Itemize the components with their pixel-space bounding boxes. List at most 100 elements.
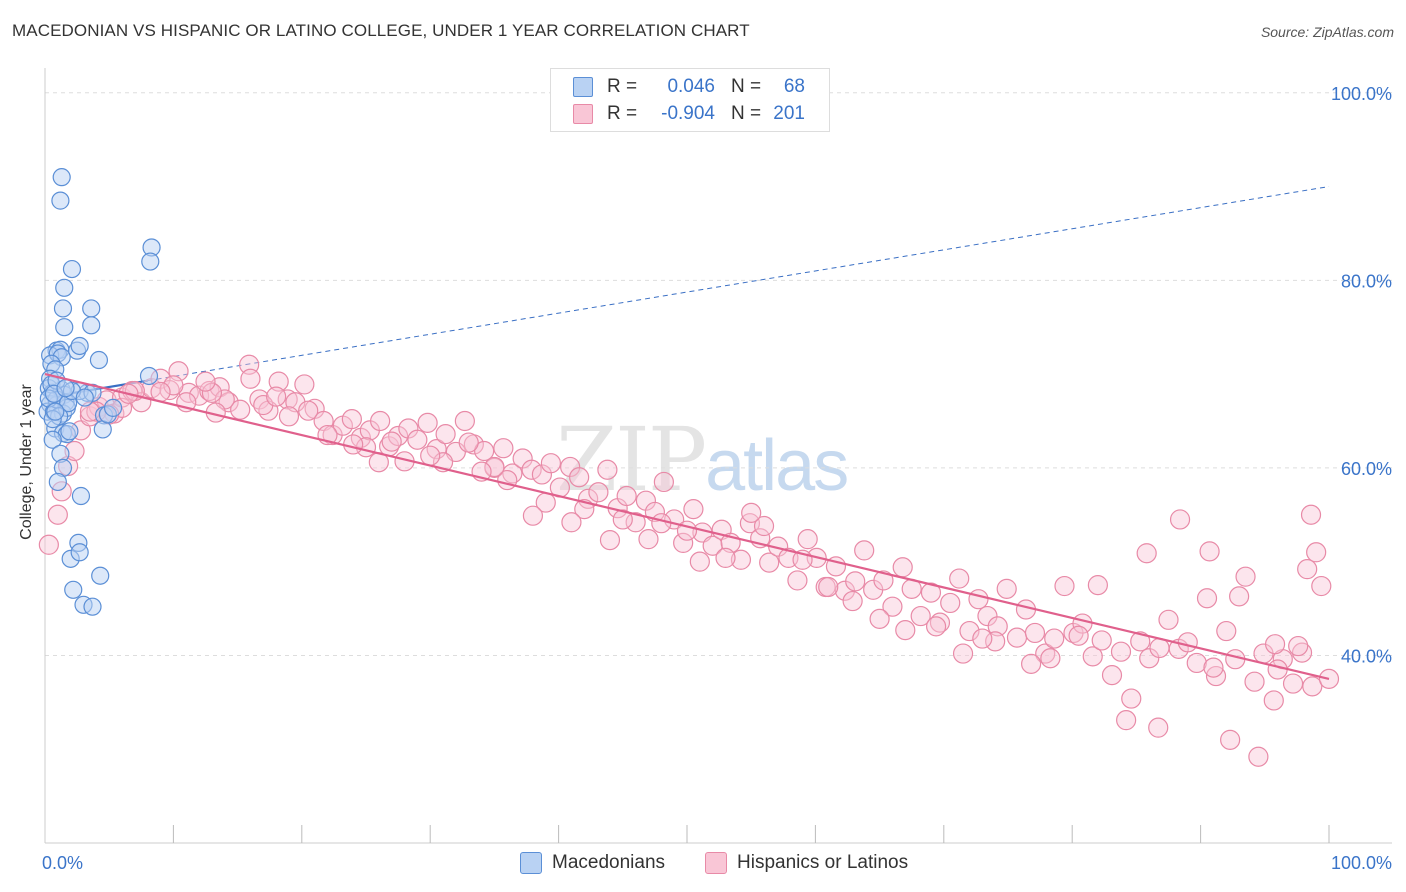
data-point-hispanic <box>1288 635 1309 657</box>
data-point-hispanic <box>625 512 646 533</box>
data-point-hispanic <box>1306 542 1327 563</box>
data-point-hispanic <box>435 424 456 445</box>
data-point-hispanic <box>818 576 839 598</box>
data-point-hispanic <box>1199 541 1220 562</box>
data-point-macedonian <box>70 543 89 562</box>
data-point-hispanic <box>1235 566 1256 587</box>
data-point-hispanic <box>458 432 479 453</box>
trend-line <box>44 373 1330 680</box>
y-tick-label: 60.0% <box>1341 459 1392 479</box>
data-point-macedonian <box>64 580 83 599</box>
legend-n-value: 68 <box>783 76 805 97</box>
data-point-hispanic <box>968 589 989 610</box>
data-point-hispanic <box>1087 575 1108 596</box>
data-point-macedonian <box>141 252 160 271</box>
y-tick-label: 40.0% <box>1341 646 1392 666</box>
data-point-macedonian <box>62 259 82 279</box>
legend-swatch-pink <box>573 104 593 124</box>
data-point-hispanic <box>1203 657 1224 678</box>
data-point-hispanic <box>845 571 866 592</box>
data-point-hispanic <box>1302 676 1323 697</box>
data-point-hispanic <box>1297 559 1318 580</box>
data-point-hispanic <box>638 529 659 550</box>
data-point-hispanic <box>420 445 441 466</box>
data-point-hispanic <box>854 540 875 561</box>
legend-n-label: N = <box>731 103 762 124</box>
data-point-hispanic <box>882 596 903 617</box>
data-point-macedonian <box>46 402 65 421</box>
data-point-macedonian <box>53 299 73 318</box>
data-point-hispanic <box>240 368 261 389</box>
data-point-hispanic <box>1116 710 1137 731</box>
data-point-hispanic <box>1300 504 1322 525</box>
data-point-hispanic <box>949 568 970 589</box>
data-point-hispanic <box>370 410 391 432</box>
data-point-hispanic <box>47 504 68 525</box>
data-point-hispanic <box>1216 620 1237 642</box>
data-point-hispanic <box>977 605 998 627</box>
legend-r-label: R = <box>607 76 638 97</box>
legend-r-value: 0.046 <box>667 76 715 97</box>
bottom-legend-label: Hispanics or Latinos <box>737 852 909 873</box>
data-point-hispanic <box>1054 575 1075 597</box>
data-point-hispanic <box>561 512 582 533</box>
data-point-hispanic <box>569 467 590 488</box>
x-tick-label: 100.0% <box>1331 853 1392 873</box>
data-point-hispanic <box>1186 652 1207 674</box>
data-point-hispanic <box>1101 665 1123 686</box>
bottom-legend-label: Macedonians <box>552 852 666 873</box>
data-point-hispanic <box>1068 625 1089 646</box>
tick-labels: 40.0% 60.0% 80.0% 100.0% 0.0% 100.0% <box>42 84 1392 873</box>
data-point-hispanic <box>294 374 315 395</box>
data-point-hispanic <box>1282 673 1304 694</box>
data-point-macedonian <box>83 597 102 616</box>
data-point-hispanic <box>268 371 289 392</box>
data-point-hispanic <box>195 371 216 392</box>
data-point-hispanic <box>1248 746 1269 767</box>
data-point-hispanic <box>278 406 300 427</box>
data-point-hispanic <box>910 605 931 627</box>
data-point-macedonian <box>82 316 101 335</box>
data-point-hispanic <box>163 375 184 396</box>
data-point-macedonian <box>75 388 94 407</box>
data-point-hispanic <box>987 616 1008 637</box>
data-point-hispanic <box>940 592 961 614</box>
data-point-macedonian <box>52 168 71 187</box>
data-point-hispanic <box>1024 622 1046 644</box>
data-point-hispanic <box>484 456 505 478</box>
data-point-hispanic <box>201 382 223 403</box>
data-point-hispanic <box>343 434 364 455</box>
watermark: ZIPatlas <box>556 408 849 511</box>
data-point-hispanic <box>150 381 171 403</box>
x-tick-label: 0.0% <box>42 853 83 873</box>
data-point-hispanic <box>996 578 1017 599</box>
bottom-legend-swatch-blue <box>520 852 542 874</box>
data-point-hispanic <box>869 608 890 629</box>
data-point-hispanic <box>612 509 633 530</box>
data-point-hispanic <box>1169 509 1191 530</box>
data-point-macedonian <box>51 191 70 210</box>
data-point-hispanic <box>842 590 863 612</box>
data-point-hispanic <box>1021 653 1042 674</box>
data-point-hispanic <box>341 409 362 430</box>
data-point-hispanic <box>929 612 951 633</box>
hispanics-points <box>38 354 1340 767</box>
data-point-hispanic <box>1006 627 1028 648</box>
data-point-hispanic <box>985 631 1006 652</box>
data-point-macedonian <box>71 486 91 506</box>
data-point-macedonian <box>55 318 74 337</box>
data-point-macedonian <box>48 472 67 492</box>
data-point-macedonian <box>70 336 89 356</box>
data-point-hispanic <box>38 534 59 555</box>
watermark-atlas: atlas <box>705 426 849 506</box>
y-tick-label: 80.0% <box>1341 271 1392 291</box>
data-point-hispanic <box>1148 717 1169 738</box>
data-point-macedonian <box>103 398 123 417</box>
chart-title: MACEDONIAN VS HISPANIC OR LATINO COLLEGE… <box>12 21 750 40</box>
data-point-hispanic <box>1267 659 1288 680</box>
data-point-macedonian <box>91 566 110 585</box>
data-point-hispanic <box>588 482 609 503</box>
data-point-hispanic <box>521 459 542 480</box>
data-point-hispanic <box>1205 665 1227 687</box>
data-point-hispanic <box>741 502 762 523</box>
